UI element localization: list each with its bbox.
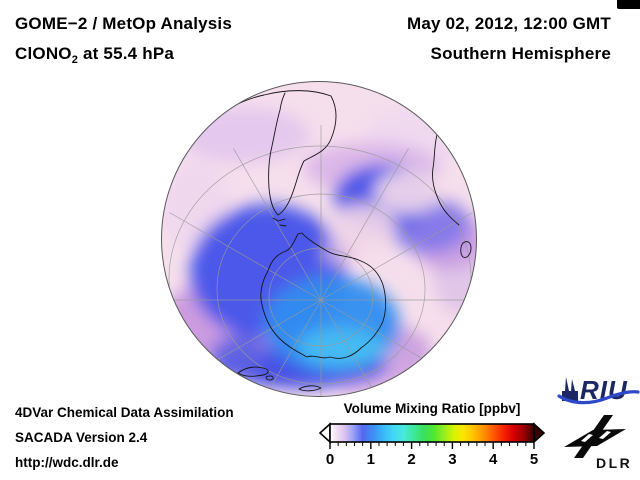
colorbar-tick-label: 5 [530, 451, 538, 468]
coastline-south-america [202, 90, 337, 216]
datetime-label: May 02, 2012, 12:00 GMT [407, 14, 611, 33]
analysis-title: GOME−2 / MetOp Analysis [15, 14, 233, 33]
dlr-text: DLR [596, 455, 632, 471]
colorbar-left-arrow [318, 422, 331, 444]
footer: 4DVar Chemical Data Assimilation SACADA … [15, 400, 234, 475]
colorbar-tick-labels: 0 1 2 3 4 5 [326, 451, 538, 468]
colorbar-ticks [329, 442, 535, 449]
corner-mark [617, 0, 640, 9]
dlr-emblem-icon [564, 415, 626, 458]
island-madagascar [460, 241, 472, 258]
url-label: http://wdc.dlr.de [15, 455, 119, 470]
colorbar-tick-label: 3 [448, 451, 456, 468]
cathedral-icon [562, 377, 578, 401]
species-subscript: 2 [71, 54, 79, 66]
colorbar-tick-label: 1 [367, 451, 375, 468]
island-bottom [298, 385, 322, 392]
header-right: May 02, 2012, 12:00 GMT Southern Hemisph… [407, 14, 611, 64]
coastlines [202, 90, 477, 392]
coastline-antarctica [260, 232, 387, 359]
assimilation-label: 4DVar Chemical Data Assimilation [15, 405, 234, 420]
data-field [161, 105, 477, 397]
header-left: GOME−2 / MetOp Analysis ClONO2 at 55.4 h… [15, 14, 232, 70]
islands-new-zealand [237, 366, 274, 381]
colorbar-tick-label: 4 [489, 451, 498, 468]
riu-swoosh-icon [557, 390, 640, 405]
colorbar: 0 1 2 3 4 5 [318, 422, 546, 468]
coastline-rim-fragment [473, 154, 477, 173]
coastline-tierra-del-fuego [272, 217, 287, 227]
colorbar-gradient-bar [329, 423, 535, 443]
hemisphere-globe [161, 81, 477, 397]
colorbar-tick-label: 2 [407, 451, 415, 468]
colorbar-title: Volume Mixing Ratio [ppbv] [343, 401, 521, 416]
riu-logo: RIU [557, 375, 640, 405]
colorbar-right-arrow [533, 422, 546, 444]
hemisphere-label: Southern Hemisphere [430, 44, 611, 63]
globe-rim [161, 81, 477, 397]
version-label: SACADA Version 2.4 [15, 430, 148, 445]
species-level-title: ClONO2 at 55.4 hPa [15, 44, 175, 66]
colorbar-tick-label: 0 [326, 451, 334, 468]
coastline-africa [432, 130, 460, 226]
dlr-logo: DLR [564, 415, 632, 471]
